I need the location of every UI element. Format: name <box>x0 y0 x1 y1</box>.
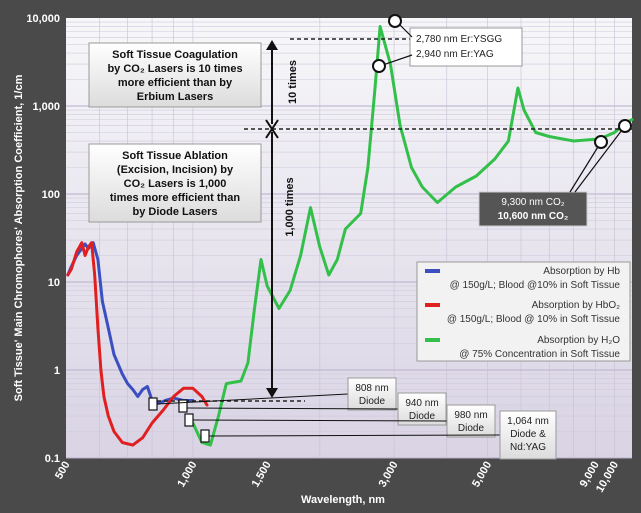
pointer-line <box>208 434 501 437</box>
diode-label: Diode <box>458 423 485 434</box>
erbium-label: 2,940 nm Er:YAG <box>416 49 494 60</box>
y-tick-label: 1 <box>54 365 60 377</box>
series-line-2 <box>66 241 209 447</box>
pointer-line <box>186 407 399 410</box>
legend-label: @ 75% Concentration in Soft Tissue <box>459 349 620 360</box>
diode-label: 808 nm <box>355 383 388 394</box>
co2-9300-marker <box>594 135 608 149</box>
co2-label: 9,300 nm CO₂ <box>501 197 564 208</box>
y-tick-label: 10,000 <box>26 13 60 25</box>
legend-label: Absorption by H₂O <box>537 335 620 346</box>
pointer-line <box>574 125 626 193</box>
er-ysgg-marker <box>388 14 402 28</box>
coagulation-text: Soft Tissue Coagulation <box>112 49 238 61</box>
diode-label-box-4 <box>499 410 557 460</box>
diode-label: Nd:YAG <box>510 442 546 453</box>
legend-label: Absorption by HbO₂ <box>532 300 620 311</box>
diode-label-box-3 <box>446 404 496 438</box>
diode-marker-2 <box>178 399 188 413</box>
ablation-text: (Excision, Incision) by <box>117 164 234 176</box>
legend-box <box>416 261 631 362</box>
arrow-head <box>266 388 278 398</box>
diode-label-box-1 <box>347 377 397 411</box>
diode-label: Diode <box>409 411 436 422</box>
diode-marker-4 <box>200 429 210 443</box>
legend-label: Absorption by Hb <box>543 266 620 277</box>
y-tick-label: 1,000 <box>32 101 60 113</box>
coagulation-text: by CO₂ Lasers is 10 times <box>107 63 242 75</box>
pointer-line <box>156 393 349 405</box>
co2-label: 10,600 nm CO₂ <box>498 211 569 222</box>
ablation-text: times more efficient than <box>110 192 240 204</box>
erbium-label-box <box>409 27 523 67</box>
coagulation-text: more efficient than by <box>118 77 233 89</box>
legend: Absorption by Hb @ 150g/L; Blood @10% in … <box>416 261 631 362</box>
thousand-times-label: 1,000 times <box>284 177 296 236</box>
er-yag-marker <box>372 59 386 73</box>
arrow-head <box>266 40 278 50</box>
diode-label: 940 nm <box>405 398 438 409</box>
y-tick-label: 0.1 <box>45 453 60 465</box>
x-axis-label: Wavelength, nm <box>301 494 385 506</box>
y-tick-label: 10 <box>48 277 60 289</box>
annotations-group: 10 times 1,000 times Soft Tissue Coagulati… <box>88 14 632 460</box>
diode-marker-1 <box>148 397 158 411</box>
diode-label: 980 nm <box>454 410 487 421</box>
y-tick-label: 100 <box>42 189 60 201</box>
pointer-line <box>569 141 602 193</box>
y-axis-label: Soft Tissue' Main Chromophores' Absorpti… <box>13 74 25 401</box>
co2-label-box <box>478 191 588 227</box>
ablation-text: by Diode Lasers <box>133 206 218 218</box>
coagulation-text: Erbium Lasers <box>137 91 213 103</box>
series-line-3 <box>191 25 634 447</box>
erbium-label: 2,780 nm Er:YSGG <box>416 34 502 45</box>
ablation-text: CO₂ Lasers is 1,000 <box>124 178 227 190</box>
ablation-text: Soft Tissue Ablation <box>122 150 228 162</box>
legend-label: @ 150g/L; Blood @ 10% in Soft Tissue <box>447 314 621 325</box>
ablation-box <box>88 143 262 223</box>
diode-label-box-2 <box>397 392 447 426</box>
coagulation-box <box>88 42 262 108</box>
ten-times-label: 10 times <box>287 60 299 104</box>
diode-label: Diode <box>359 396 386 407</box>
co2-10600-marker <box>618 119 632 133</box>
pointer-line <box>192 419 448 422</box>
diode-marker-3 <box>184 413 194 427</box>
diode-label: 1,064 nm <box>507 416 549 427</box>
diode-label: Diode & <box>510 429 546 440</box>
series-group <box>66 25 634 447</box>
legend-label: @ 150g/L; Blood @10% in Soft Tissue <box>450 280 621 291</box>
arrow-cross <box>265 119 279 139</box>
